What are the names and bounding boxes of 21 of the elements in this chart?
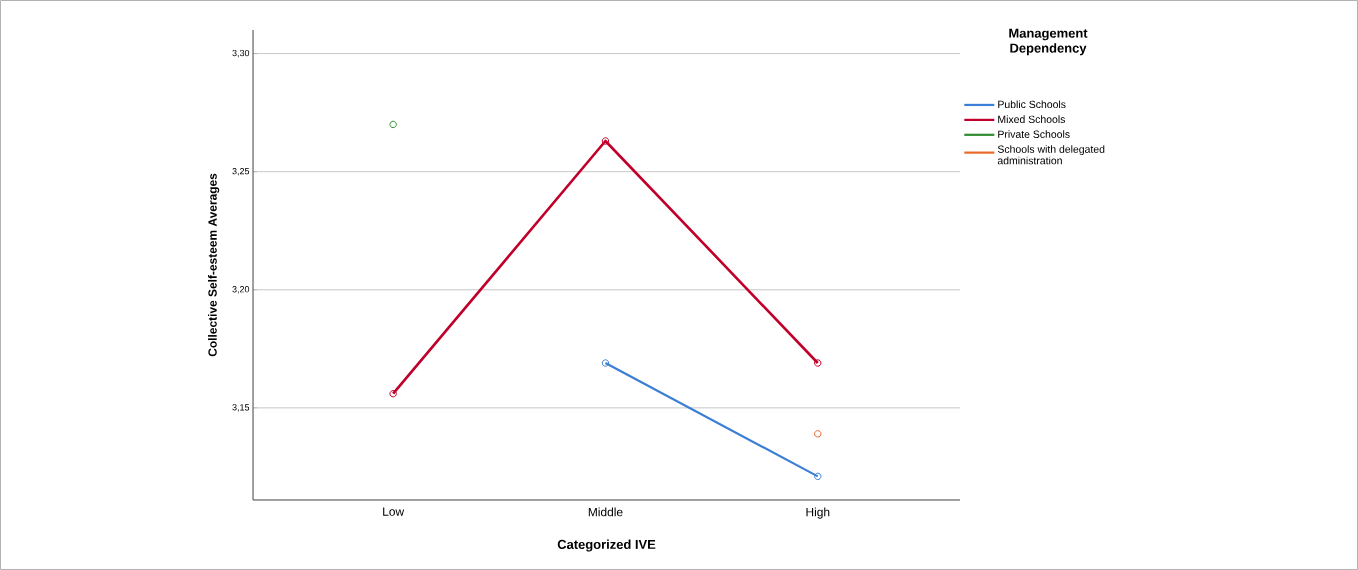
- x-tick-label: High: [806, 507, 830, 519]
- point: [389, 390, 397, 398]
- y-axis-title: Collective Self-esteem Averages: [208, 173, 220, 357]
- y-tick-label: 3,25: [232, 167, 250, 176]
- y-tick-label: 3,20: [232, 286, 250, 294]
- legend-label: Private Schools: [998, 130, 1070, 138]
- legend-label: Mixed Schools: [998, 115, 1066, 124]
- x-tick-label: Low: [383, 507, 405, 516]
- point: [601, 359, 610, 367]
- y-tick-label: 3,30: [232, 49, 250, 58]
- point: [814, 472, 822, 481]
- y-tick-label: 3,15: [232, 404, 250, 412]
- point: [814, 359, 822, 367]
- x-axis-title: Categorized IVE: [557, 539, 656, 552]
- legend-label: Schools with delegated administration: [997, 145, 1105, 165]
- point: [601, 137, 610, 145]
- point: [389, 120, 397, 129]
- x-tick-label: Middle: [588, 507, 623, 517]
- point: [814, 430, 822, 438]
- legend-title: Management Dependency: [1009, 28, 1088, 56]
- legend-label: Public Schools: [998, 100, 1066, 109]
